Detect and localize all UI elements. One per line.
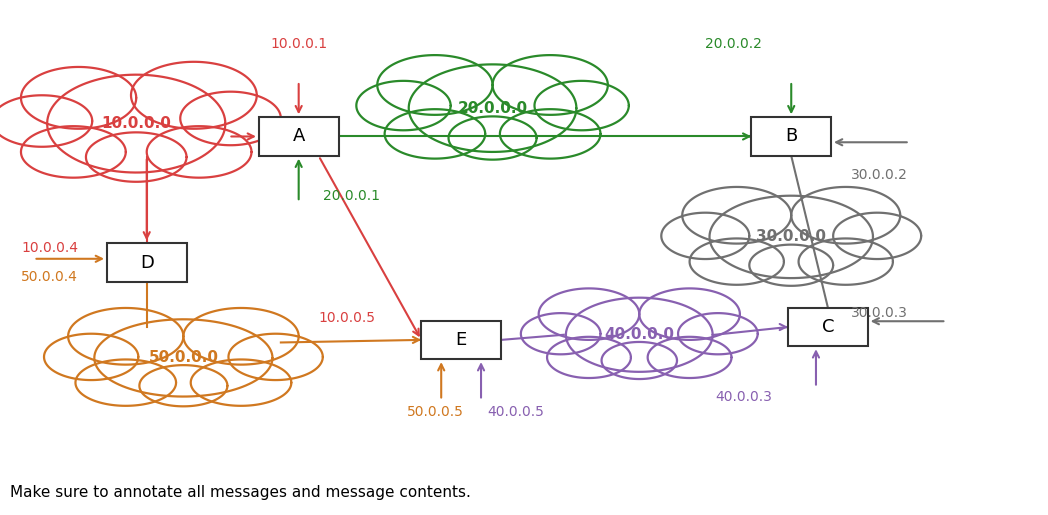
Polygon shape xyxy=(47,75,225,173)
Polygon shape xyxy=(534,81,629,130)
Text: 10.0.0.5: 10.0.0.5 xyxy=(319,311,375,325)
Polygon shape xyxy=(449,116,537,160)
FancyBboxPatch shape xyxy=(421,320,501,359)
FancyBboxPatch shape xyxy=(259,117,339,156)
Polygon shape xyxy=(799,238,893,285)
Polygon shape xyxy=(709,196,873,278)
Polygon shape xyxy=(661,213,749,259)
Text: 10.0.0.1: 10.0.0.1 xyxy=(270,38,327,52)
Polygon shape xyxy=(377,55,493,115)
FancyBboxPatch shape xyxy=(788,307,868,347)
Polygon shape xyxy=(791,187,900,244)
Polygon shape xyxy=(639,288,740,340)
Text: 10.0.0.0: 10.0.0.0 xyxy=(102,116,171,131)
Polygon shape xyxy=(75,359,176,406)
FancyBboxPatch shape xyxy=(751,117,831,156)
Polygon shape xyxy=(68,308,183,365)
Polygon shape xyxy=(682,187,791,244)
Polygon shape xyxy=(0,95,92,147)
Polygon shape xyxy=(521,313,601,354)
Polygon shape xyxy=(385,109,485,159)
Text: D: D xyxy=(139,254,154,271)
Polygon shape xyxy=(180,92,281,145)
Text: E: E xyxy=(456,331,466,349)
Text: Make sure to annotate all messages and message contents.: Make sure to annotate all messages and m… xyxy=(10,485,472,500)
Polygon shape xyxy=(228,334,323,380)
Polygon shape xyxy=(749,245,833,286)
Text: 50.0.0.0: 50.0.0.0 xyxy=(149,350,218,366)
Text: A: A xyxy=(292,128,305,145)
Polygon shape xyxy=(493,55,608,115)
Polygon shape xyxy=(191,359,291,406)
Text: 30.0.0.3: 30.0.0.3 xyxy=(851,306,908,320)
Text: 30.0.0.0: 30.0.0.0 xyxy=(757,229,826,245)
Polygon shape xyxy=(356,81,451,130)
Polygon shape xyxy=(547,337,631,378)
Polygon shape xyxy=(500,109,601,159)
Text: 40.0.0.0: 40.0.0.0 xyxy=(605,327,674,342)
Polygon shape xyxy=(539,288,639,340)
Polygon shape xyxy=(147,126,252,178)
Polygon shape xyxy=(833,213,921,259)
FancyBboxPatch shape xyxy=(107,244,187,282)
Text: 20.0.0.0: 20.0.0.0 xyxy=(458,100,527,116)
Text: 50.0.0.5: 50.0.0.5 xyxy=(407,405,463,419)
Polygon shape xyxy=(131,62,257,129)
Polygon shape xyxy=(678,313,758,354)
Text: 30.0.0.2: 30.0.0.2 xyxy=(851,168,908,182)
Text: 40.0.0.5: 40.0.0.5 xyxy=(487,405,544,419)
Polygon shape xyxy=(409,64,576,152)
Polygon shape xyxy=(21,126,126,178)
Polygon shape xyxy=(183,308,299,365)
Polygon shape xyxy=(21,67,136,129)
Polygon shape xyxy=(602,342,677,379)
Polygon shape xyxy=(139,365,227,406)
Text: 40.0.0.3: 40.0.0.3 xyxy=(716,389,772,404)
Polygon shape xyxy=(94,319,272,397)
Text: 20.0.0.1: 20.0.0.1 xyxy=(323,188,379,203)
Text: 20.0.0.2: 20.0.0.2 xyxy=(705,38,762,52)
Text: 10.0.0.4: 10.0.0.4 xyxy=(21,241,78,255)
Polygon shape xyxy=(690,238,784,285)
Text: B: B xyxy=(785,128,798,145)
Polygon shape xyxy=(648,337,732,378)
Text: 50.0.0.4: 50.0.0.4 xyxy=(21,270,78,284)
Polygon shape xyxy=(86,132,187,182)
Polygon shape xyxy=(566,298,713,372)
Text: C: C xyxy=(822,318,834,336)
Polygon shape xyxy=(44,334,138,380)
